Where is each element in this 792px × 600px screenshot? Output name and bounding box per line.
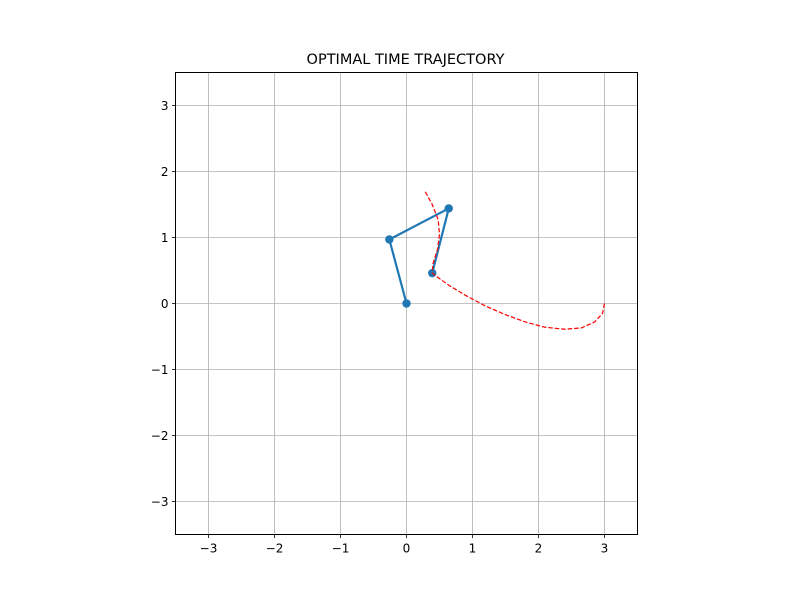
trajectory-dashed-line [423, 189, 606, 330]
plot-area: −3 −2 −1 0 1 2 3 −3 −2 −1 0 1 2 3 [151, 72, 638, 556]
x-tick-label: 1 [469, 542, 477, 556]
arm-link-line [388, 207, 450, 304]
x-tick-label: −2 [266, 542, 284, 556]
arm-joint-marker [444, 204, 453, 213]
x-tick-label: −3 [200, 542, 218, 556]
x-tick-label: 3 [601, 542, 609, 556]
axis-ticks: −3 −2 −1 0 1 2 3 −3 −2 −1 0 1 2 3 [151, 99, 609, 556]
y-tick-label: −3 [151, 495, 169, 509]
arm-joint-marker [385, 235, 394, 244]
y-tick-label: 1 [161, 231, 169, 245]
series-layer [385, 189, 606, 330]
y-tick-label: 0 [161, 297, 169, 311]
arm-joint-marker [402, 299, 411, 308]
y-tick-label: 3 [161, 99, 169, 113]
y-tick-label: 2 [161, 165, 169, 179]
chart-title: OPTIMAL TIME TRAJECTORY [307, 52, 505, 68]
x-tick-label: 0 [403, 542, 411, 556]
x-tick-label: −1 [332, 542, 350, 556]
y-tick-label: −1 [151, 363, 169, 377]
x-tick-label: 2 [535, 542, 543, 556]
y-tick-label: −2 [151, 429, 169, 443]
